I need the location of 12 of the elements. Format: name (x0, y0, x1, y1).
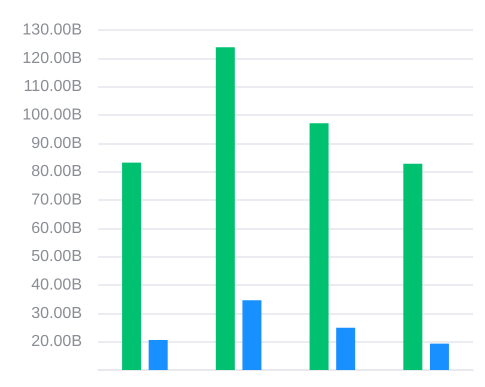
y-tick-label: 20.00B (31, 333, 82, 350)
y-tick-label: 90.00B (31, 134, 82, 152)
y-tick-label: 30.00B (31, 304, 82, 322)
y-tick-label: 120.00B (22, 50, 82, 67)
y-tick-label: 50.00B (31, 248, 82, 266)
y-tick-label: 70.00B (31, 192, 82, 208)
y-tick-label: 40.00B (31, 276, 82, 294)
y-tick-label: 80.00B (31, 163, 82, 180)
y-tick-label: 100.00B (22, 106, 82, 124)
y-tick-label: 110.00B (24, 78, 82, 96)
y-tick-label: 60.00B (31, 220, 82, 237)
y-tick-label: 130.00B (22, 22, 82, 38)
